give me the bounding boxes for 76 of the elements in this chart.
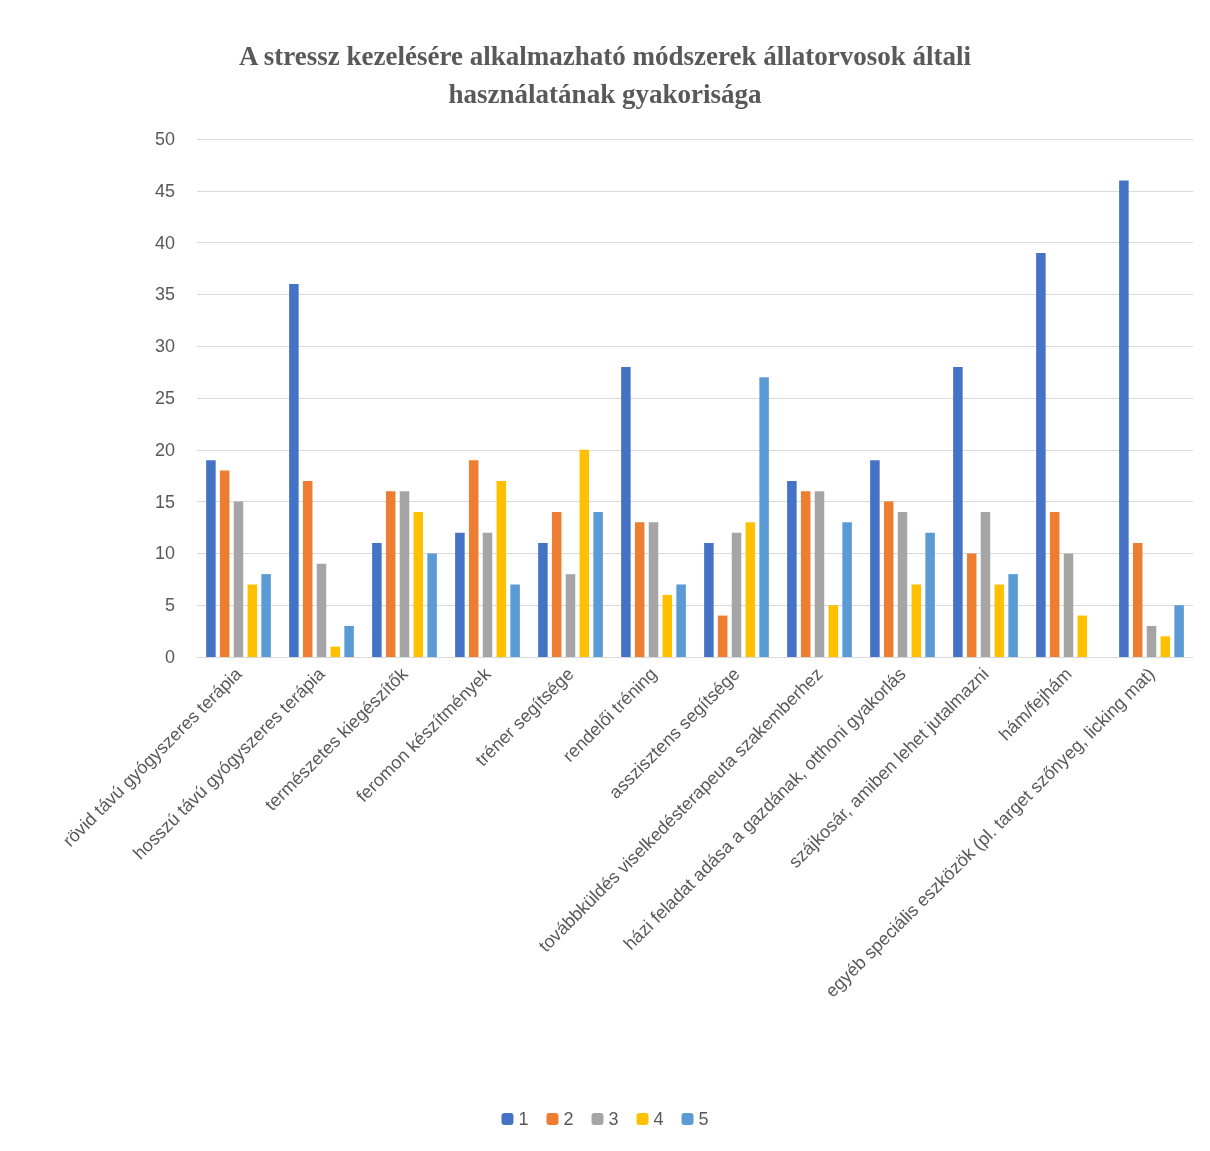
bar (662, 594, 673, 657)
bar (482, 532, 493, 657)
bar (800, 491, 811, 657)
y-tick-label: 10 (154, 543, 175, 564)
y-tick-label: 50 (154, 129, 175, 149)
y-tick-label: 25 (154, 388, 175, 408)
bar (565, 574, 576, 657)
bar (538, 543, 548, 657)
legend-label: 4 (653, 1109, 664, 1129)
y-tick-label: 15 (154, 491, 175, 512)
bar (842, 522, 852, 657)
bar (579, 449, 590, 657)
bar (911, 584, 922, 657)
y-tick-label: 0 (164, 647, 175, 667)
bar (621, 366, 631, 657)
bar (233, 501, 244, 657)
bar (302, 480, 313, 657)
bar (953, 366, 963, 657)
bar (897, 511, 908, 657)
bar (413, 511, 424, 657)
bar (883, 501, 894, 657)
y-tick-label: 40 (154, 232, 175, 253)
bar (1160, 636, 1171, 657)
bar (261, 574, 271, 657)
y-tick-label: 5 (164, 595, 175, 616)
bar (717, 615, 728, 657)
bar (966, 553, 977, 657)
bar (676, 584, 686, 657)
legend-label: 2 (563, 1109, 574, 1129)
bar (731, 532, 742, 657)
y-tick-label: 35 (154, 284, 175, 305)
bar (648, 522, 659, 657)
bar (1049, 511, 1060, 657)
bar (759, 377, 769, 657)
bar (1119, 180, 1129, 657)
bar (385, 491, 396, 657)
bar (316, 563, 327, 657)
bar (814, 491, 825, 657)
bar (925, 532, 935, 657)
bar (1063, 553, 1074, 657)
bar (593, 511, 603, 657)
bar (634, 522, 645, 657)
bar (219, 470, 230, 657)
bar (1132, 543, 1143, 657)
bar (344, 625, 354, 657)
bar (870, 460, 880, 657)
y-tick-label: 20 (154, 439, 175, 460)
bar (399, 491, 410, 657)
bar (289, 284, 299, 657)
bar (247, 584, 258, 657)
bar (510, 584, 520, 657)
bar (496, 480, 507, 657)
bar (1077, 615, 1088, 657)
y-tick-label: 45 (154, 180, 175, 201)
legend-label: 1 (518, 1109, 529, 1129)
bar (427, 553, 437, 657)
y-tick-label: 30 (154, 336, 175, 357)
bar (745, 522, 756, 657)
bar (1008, 574, 1018, 657)
bar (994, 584, 1005, 657)
chart-title: A stressz kezelésére alkalmazható módszerek állatorvosok általi használatának gyakorisága (239, 41, 972, 109)
bar (206, 460, 216, 657)
bar (330, 646, 341, 657)
legend-label: 3 (608, 1109, 619, 1129)
bar (787, 480, 797, 657)
bar (455, 532, 465, 657)
bar (828, 605, 839, 657)
bar (551, 511, 562, 657)
bar (1036, 252, 1046, 657)
legend-label: 5 (698, 1109, 709, 1129)
bar (980, 511, 991, 657)
bar (1174, 605, 1184, 657)
bar (372, 543, 382, 657)
bar (704, 543, 714, 657)
bar (468, 460, 479, 657)
bar (1146, 625, 1157, 657)
